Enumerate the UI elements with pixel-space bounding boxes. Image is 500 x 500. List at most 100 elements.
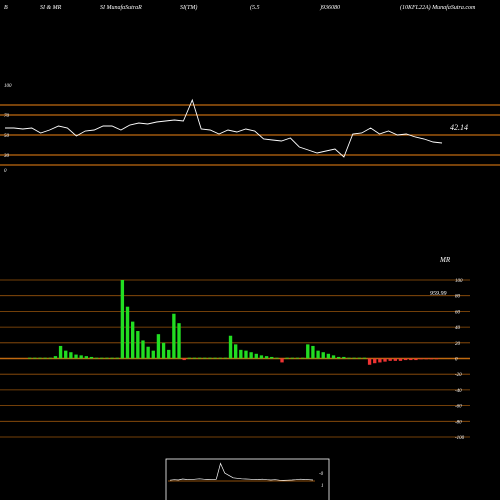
mr-bar	[177, 323, 181, 359]
rsi-tick-label: 0	[4, 169, 7, 174]
mr-bar	[244, 350, 248, 359]
mr-bar	[172, 313, 176, 359]
mr-bar	[429, 358, 434, 360]
mr-bar	[131, 321, 135, 359]
mini-tick-label: 1	[321, 484, 324, 489]
mr-bar	[156, 334, 161, 359]
mr-bar	[254, 353, 258, 359]
mr-bar	[311, 345, 315, 359]
mr-bar	[182, 358, 186, 361]
mr-bar	[383, 358, 387, 362]
mini-series-line	[169, 462, 314, 481]
rsi-series-line	[5, 98, 443, 158]
mr-bar	[357, 357, 361, 359]
mr-tick-label: 40	[455, 326, 461, 331]
mr-bar	[378, 358, 382, 363]
mr-bar	[321, 352, 325, 359]
header-value-2: )936080	[320, 5, 340, 11]
mr-tick-label: 20	[455, 342, 461, 347]
mr-bar	[259, 355, 264, 359]
mr-bar	[218, 357, 222, 359]
mr-bar	[58, 345, 63, 359]
mr-bar	[306, 344, 310, 359]
mr-bar	[208, 357, 212, 359]
mr-bar	[84, 356, 88, 359]
mr-bar	[141, 340, 145, 359]
mr-bar	[89, 356, 94, 359]
mr-bar	[326, 353, 331, 359]
mr-bar	[249, 352, 253, 359]
mr-bar	[434, 358, 439, 360]
header-value-1: (5.5	[250, 5, 260, 11]
mr-tick-label: -80	[455, 420, 462, 425]
mr-bar	[136, 331, 140, 359]
mr-bar	[115, 357, 119, 359]
mr-bar	[414, 358, 418, 361]
mr-bar	[403, 358, 408, 361]
mr-bar	[197, 357, 202, 359]
mr-bar	[53, 356, 58, 359]
mr-bar	[228, 335, 233, 359]
mr-bar	[187, 357, 191, 359]
mr-bar	[105, 357, 109, 359]
mr-tick-label: 60	[455, 310, 461, 315]
mr-bar	[424, 358, 428, 360]
mr-bar	[285, 357, 289, 359]
mini-panel-frame	[165, 458, 330, 500]
mr-bar	[38, 357, 42, 359]
rsi-tick-label: 50	[4, 134, 10, 139]
mr-tick-label: -20	[455, 373, 462, 378]
mr-value-label: 959.99	[430, 291, 447, 297]
chart-header: B SI & MR SI MunafaSutraR SI(TM) (5.5 )9…	[0, 0, 500, 20]
mr-bar	[280, 358, 284, 363]
rsi-tick-label: 70	[4, 114, 10, 119]
mr-bar	[28, 357, 32, 359]
mr-bar	[203, 357, 207, 359]
mr-bar	[120, 280, 125, 359]
header-title-3: SI(TM)	[180, 5, 198, 11]
header-b: B	[4, 5, 8, 11]
mr-bar	[331, 355, 336, 359]
mr-title: MR	[439, 256, 451, 264]
mr-tick-label: 100	[455, 279, 463, 284]
mr-bar	[223, 357, 228, 359]
mr-tick-label: -60	[455, 405, 462, 410]
mr-bar	[342, 356, 346, 359]
mr-bar	[33, 357, 37, 359]
mr-bar	[94, 357, 99, 359]
mr-bar	[74, 354, 78, 359]
mr-bar	[43, 357, 47, 359]
mr-bar	[234, 344, 238, 359]
mr-bar	[367, 358, 372, 365]
mr-bar	[270, 356, 274, 359]
mr-bar	[239, 349, 243, 359]
mr-bar	[100, 357, 104, 359]
mr-bar	[419, 358, 423, 360]
mr-tick-label: 80	[455, 295, 461, 300]
mr-bar	[295, 357, 300, 359]
mr-tick-label: -40	[455, 389, 462, 394]
mr-bar	[264, 356, 269, 359]
header-title-2: SI MunafaSutraR	[100, 5, 142, 11]
mr-bar	[151, 350, 155, 359]
mr-bar	[398, 358, 403, 361]
mr-bar	[393, 358, 397, 361]
mr-bar	[48, 357, 52, 359]
rsi-tick-label: 100	[4, 84, 12, 89]
mr-bar	[290, 357, 294, 359]
mr-bar	[352, 357, 356, 359]
mr-bar	[275, 357, 279, 359]
mr-bar	[409, 358, 413, 361]
mr-bar	[192, 357, 197, 359]
rsi-last-value: 42.14	[450, 123, 468, 132]
header-site: (10KFL22A) MunafaSutra.com	[400, 5, 476, 11]
mr-tick-label: 0	[455, 358, 458, 363]
mr-bar	[337, 356, 341, 359]
mr-bar	[69, 352, 73, 359]
mr-bar	[316, 350, 320, 359]
mr-bar	[300, 357, 305, 359]
mr-bar	[64, 350, 68, 359]
rsi-tick-label: 30	[4, 154, 10, 159]
mini-tick-label: -0	[319, 472, 324, 477]
